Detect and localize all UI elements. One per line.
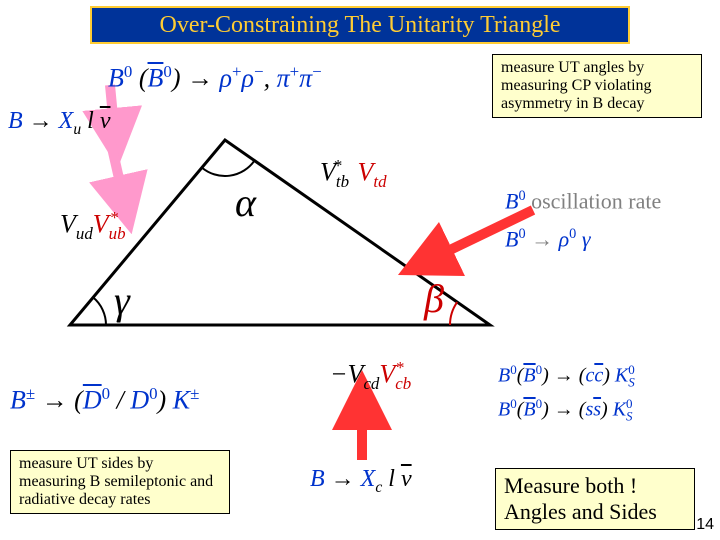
- svg-text:γ: γ: [114, 278, 131, 323]
- formula-b0-rho-gamma: B0 → ρ0 γ: [505, 226, 591, 252]
- formula-bpm-dk: B± → (D0 / D0) K±: [10, 384, 199, 416]
- formula-ssbar-ks: B0(B0) → (ss) KS0: [498, 396, 639, 425]
- formula-b-xc-lnu: B → Xc l ν: [310, 466, 412, 497]
- svg-text:α: α: [235, 180, 257, 225]
- formula-b0-oscillation: B0 oscillation rate: [505, 188, 661, 214]
- formula-b0-rhorho-pipi: B0 (B0) → ρ+ρ−, π+π−: [108, 62, 322, 94]
- formula-vcd-vcb: −VcdVcb*: [330, 358, 420, 394]
- formula-vtb-vtd: Vtb*Vtd: [320, 156, 387, 192]
- formula-ccbar-ks: B0(B0) → (cc) KS0: [498, 362, 641, 391]
- formula-b-xu-lnu: B → Xu l ν: [8, 108, 110, 139]
- svg-text:β: β: [423, 276, 444, 321]
- formula-vud-vub: VudVub*: [60, 208, 134, 244]
- page-number: 14: [696, 516, 714, 534]
